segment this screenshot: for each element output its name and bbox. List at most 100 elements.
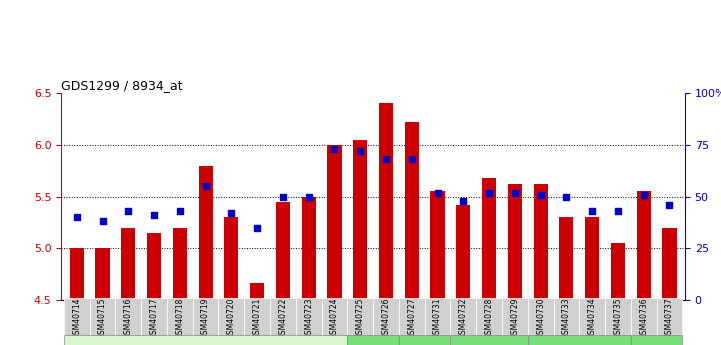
Bar <box>399 335 451 345</box>
Bar <box>379 104 393 300</box>
Text: GSM40720: GSM40720 <box>227 297 236 339</box>
Point <box>535 192 547 197</box>
Text: GSM40728: GSM40728 <box>485 298 494 339</box>
Bar <box>528 298 554 338</box>
Bar <box>327 145 342 300</box>
Bar <box>353 140 367 300</box>
Point <box>406 157 417 162</box>
Text: GSM40716: GSM40716 <box>124 297 133 339</box>
Point <box>509 190 521 195</box>
Bar <box>399 298 425 338</box>
Point <box>664 202 676 208</box>
Point <box>612 208 624 214</box>
Bar <box>451 298 476 338</box>
Bar <box>559 217 573 300</box>
Bar <box>554 298 579 338</box>
Bar <box>218 298 244 338</box>
Bar <box>657 298 682 338</box>
Text: GSM40734: GSM40734 <box>588 297 597 339</box>
Point <box>432 190 443 195</box>
Text: GSM40724: GSM40724 <box>330 297 339 339</box>
Point <box>71 215 82 220</box>
Bar <box>348 335 399 345</box>
Bar <box>631 335 682 345</box>
Text: GSM40723: GSM40723 <box>304 297 313 339</box>
Text: GSM40715: GSM40715 <box>98 297 107 339</box>
Bar <box>89 298 115 338</box>
Bar <box>482 178 496 300</box>
Bar <box>147 233 162 300</box>
Bar <box>663 228 676 300</box>
Bar <box>141 298 167 338</box>
Text: GSM40729: GSM40729 <box>510 297 519 339</box>
Text: GSM40719: GSM40719 <box>201 297 210 339</box>
Point <box>226 210 237 216</box>
Point <box>149 213 160 218</box>
Text: GSM40717: GSM40717 <box>149 297 159 339</box>
Bar <box>502 298 528 338</box>
Point <box>123 208 134 214</box>
Point <box>252 225 263 230</box>
Point <box>277 194 288 199</box>
Text: GSM40726: GSM40726 <box>381 297 391 339</box>
Point <box>638 192 650 197</box>
Bar <box>270 298 296 338</box>
Bar <box>637 191 651 300</box>
Bar <box>115 298 141 338</box>
Bar <box>95 248 110 300</box>
Bar <box>301 197 316 300</box>
Point <box>483 190 495 195</box>
Text: GSM40727: GSM40727 <box>407 297 416 339</box>
Bar <box>579 298 605 338</box>
Bar <box>70 248 84 300</box>
Text: GSM40733: GSM40733 <box>562 297 571 339</box>
Text: GSM40732: GSM40732 <box>459 297 468 339</box>
Point <box>174 208 185 214</box>
Text: GSM40718: GSM40718 <box>175 298 185 339</box>
Bar <box>534 184 548 300</box>
Point <box>458 198 469 204</box>
Bar <box>585 217 599 300</box>
Bar <box>404 122 419 300</box>
Text: GSM40735: GSM40735 <box>614 297 622 339</box>
Bar <box>64 298 89 338</box>
Bar <box>167 298 193 338</box>
Bar <box>528 335 631 345</box>
Bar <box>430 191 445 300</box>
Bar <box>250 283 264 300</box>
Point <box>561 194 572 199</box>
Bar <box>373 298 399 338</box>
Text: GSM40731: GSM40731 <box>433 297 442 339</box>
Point <box>97 219 108 224</box>
Bar <box>121 228 136 300</box>
Point <box>380 157 392 162</box>
Bar <box>476 298 502 338</box>
Bar <box>198 166 213 300</box>
Bar <box>224 217 239 300</box>
Bar <box>425 298 451 338</box>
Bar <box>456 205 470 300</box>
Bar <box>244 298 270 338</box>
Text: GSM40737: GSM40737 <box>665 297 674 339</box>
Bar <box>64 335 348 345</box>
Bar <box>508 184 522 300</box>
Point <box>355 148 366 154</box>
Bar <box>173 228 187 300</box>
Text: GSM40721: GSM40721 <box>252 298 262 339</box>
Text: GSM40730: GSM40730 <box>536 297 545 339</box>
Bar <box>348 298 373 338</box>
Bar <box>611 243 625 300</box>
Text: GSM40722: GSM40722 <box>278 298 288 339</box>
Point <box>586 208 598 214</box>
Point <box>303 194 314 199</box>
Text: GSM40714: GSM40714 <box>72 297 81 339</box>
Point <box>329 146 340 152</box>
Bar <box>322 298 348 338</box>
Bar <box>631 298 657 338</box>
Bar <box>296 298 322 338</box>
Text: GSM40736: GSM40736 <box>640 297 648 339</box>
Text: GSM40725: GSM40725 <box>355 297 365 339</box>
Point <box>200 184 211 189</box>
Bar <box>193 298 218 338</box>
Bar <box>605 298 631 338</box>
